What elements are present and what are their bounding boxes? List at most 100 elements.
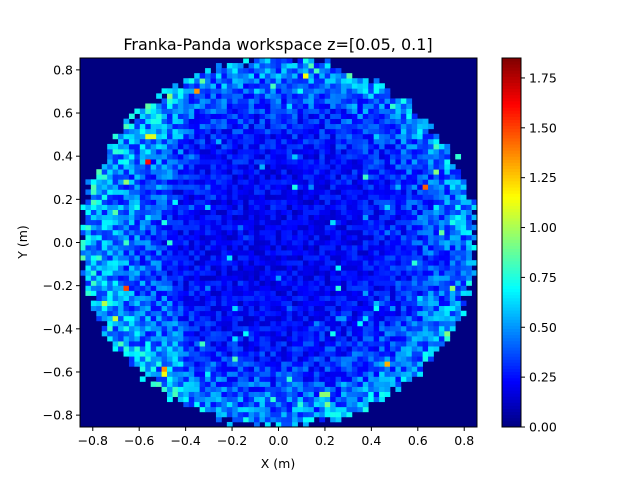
heatmap-cell xyxy=(232,204,239,210)
heatmap-cell xyxy=(215,229,222,236)
heatmap-cell xyxy=(389,164,396,170)
heatmap-cell xyxy=(324,189,331,195)
heatmap-cell xyxy=(243,250,249,256)
heatmap-cell xyxy=(389,154,396,160)
heatmap-cell xyxy=(215,265,222,271)
heatmap-cell xyxy=(417,300,423,307)
heatmap-cell xyxy=(210,341,217,347)
colorbar-segment xyxy=(502,211,521,216)
heatmap-cell xyxy=(210,351,217,357)
heatmap-cell xyxy=(161,336,168,342)
colorbar-tick-label: 0.50 xyxy=(529,320,557,335)
heatmap-cell xyxy=(292,361,298,367)
heatmap-cell xyxy=(145,164,152,170)
heatmap-cell xyxy=(188,199,195,205)
heatmap-cell xyxy=(150,260,157,266)
heatmap-cell xyxy=(226,396,233,403)
heatmap-cell xyxy=(221,245,228,251)
heatmap-cell xyxy=(389,305,396,312)
heatmap-cell xyxy=(237,194,244,200)
heatmap-cell xyxy=(118,290,124,296)
heatmap-cell xyxy=(221,194,228,200)
heatmap-cell xyxy=(101,290,108,296)
colorbar-segment xyxy=(502,260,521,265)
heatmap-cell xyxy=(357,396,364,403)
heatmap-cell xyxy=(150,123,157,130)
heatmap-cell xyxy=(395,305,402,312)
heatmap-cell xyxy=(292,154,298,160)
heatmap-cell xyxy=(297,133,304,140)
heatmap-cell xyxy=(308,351,315,357)
heatmap-cell xyxy=(237,376,244,382)
heatmap-cell xyxy=(324,148,331,155)
heatmap-cell xyxy=(172,204,179,210)
colorbar-segment xyxy=(502,85,521,90)
heatmap-cell xyxy=(400,214,407,221)
heatmap-cell xyxy=(292,169,298,175)
heatmap-cell xyxy=(346,73,353,79)
heatmap-cell xyxy=(335,68,342,74)
heatmap-cell xyxy=(194,310,200,317)
heatmap-cell xyxy=(379,103,385,109)
heatmap-cell xyxy=(259,386,266,392)
heatmap-cell xyxy=(373,356,380,362)
heatmap-cell xyxy=(199,305,206,312)
heatmap-cell xyxy=(308,396,315,403)
heatmap-cell xyxy=(389,184,396,190)
heatmap-cell xyxy=(177,179,184,185)
heatmap-cell xyxy=(275,113,282,119)
heatmap-cell xyxy=(248,108,255,114)
heatmap-cell xyxy=(205,270,211,276)
heatmap-cell xyxy=(107,305,113,312)
heatmap-cell xyxy=(286,113,293,119)
heatmap-cell xyxy=(406,255,413,261)
heatmap-cell xyxy=(172,290,179,296)
heatmap-cell xyxy=(226,275,233,281)
heatmap-cell xyxy=(341,128,347,135)
heatmap-cell xyxy=(232,290,239,296)
heatmap-cell xyxy=(368,88,375,94)
heatmap-cell xyxy=(188,325,195,332)
heatmap-cell xyxy=(341,219,347,226)
heatmap-cell xyxy=(275,103,282,109)
heatmap-cell xyxy=(167,391,173,398)
heatmap-cell xyxy=(417,356,423,362)
heatmap-cell xyxy=(150,295,157,301)
heatmap-cell xyxy=(145,351,152,357)
heatmap-cell xyxy=(243,239,249,246)
heatmap-cell xyxy=(281,285,288,291)
heatmap-cell xyxy=(302,310,309,317)
heatmap-cell xyxy=(292,88,298,94)
heatmap-cell xyxy=(406,305,413,312)
heatmap-cell xyxy=(308,164,315,170)
heatmap-cell xyxy=(270,58,277,64)
heatmap-cell xyxy=(210,73,217,79)
heatmap-cell xyxy=(286,386,293,392)
heatmap-cell xyxy=(275,143,282,150)
heatmap-cell xyxy=(248,234,255,241)
heatmap-cell xyxy=(156,179,162,185)
heatmap-cell xyxy=(259,229,266,236)
heatmap-cell xyxy=(156,285,162,291)
heatmap-cell xyxy=(254,351,260,357)
heatmap-cell xyxy=(150,128,157,135)
heatmap-cell xyxy=(330,305,336,312)
heatmap-cell xyxy=(428,346,434,352)
heatmap-cell xyxy=(324,143,331,150)
heatmap-cell xyxy=(292,108,298,114)
heatmap-cell xyxy=(259,396,266,403)
heatmap-cell xyxy=(373,194,380,200)
heatmap-cell xyxy=(237,260,244,266)
heatmap-cell xyxy=(395,204,402,210)
heatmap-cell xyxy=(254,315,260,322)
heatmap-cell xyxy=(438,325,445,332)
heatmap-cell xyxy=(221,164,228,170)
heatmap-cell xyxy=(188,164,195,170)
heatmap-cell xyxy=(286,396,293,403)
heatmap-cell xyxy=(248,93,255,99)
heatmap-cell xyxy=(112,148,119,155)
heatmap-cell xyxy=(270,330,277,337)
heatmap-cell xyxy=(400,148,407,155)
heatmap-cell xyxy=(215,118,222,125)
heatmap-cell xyxy=(384,128,391,135)
